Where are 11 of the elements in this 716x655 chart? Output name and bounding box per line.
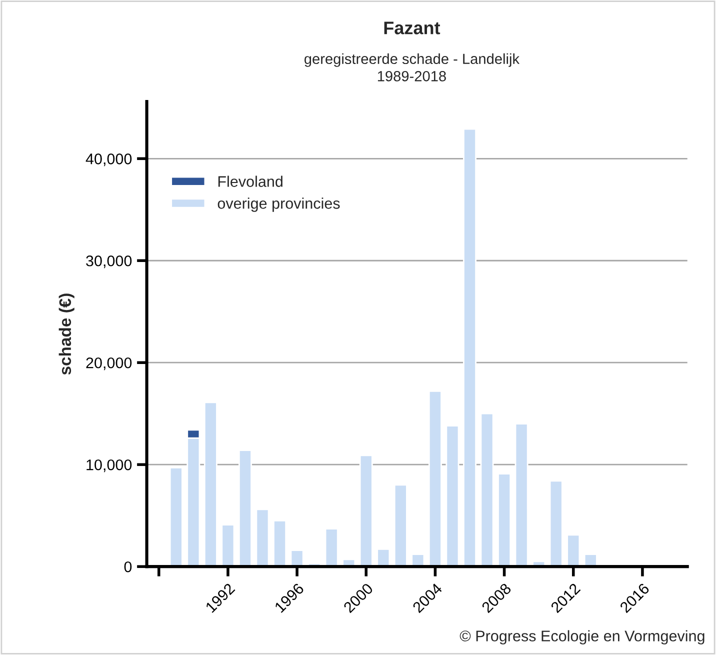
- legend-label: overige provincies: [218, 198, 340, 212]
- text: © Progress Ecologie en Vormgeving: [460, 630, 704, 644]
- y-tick-label: 10,000: [86, 459, 132, 472]
- y-tick-label: 0: [124, 561, 132, 572]
- y-tick-label: 20,000: [86, 357, 132, 370]
- legend-label: Flevoland: [218, 176, 282, 187]
- chart-title: Fazant: [384, 22, 440, 34]
- chart-subtitle: geregistreerde schade - Landelijk 1989-2018: [304, 53, 520, 82]
- y-axis-title: schade (€): [58, 294, 74, 375]
- y-tick-label: 40,000: [86, 154, 132, 166]
- y-tick-label: 30,000: [86, 255, 132, 268]
